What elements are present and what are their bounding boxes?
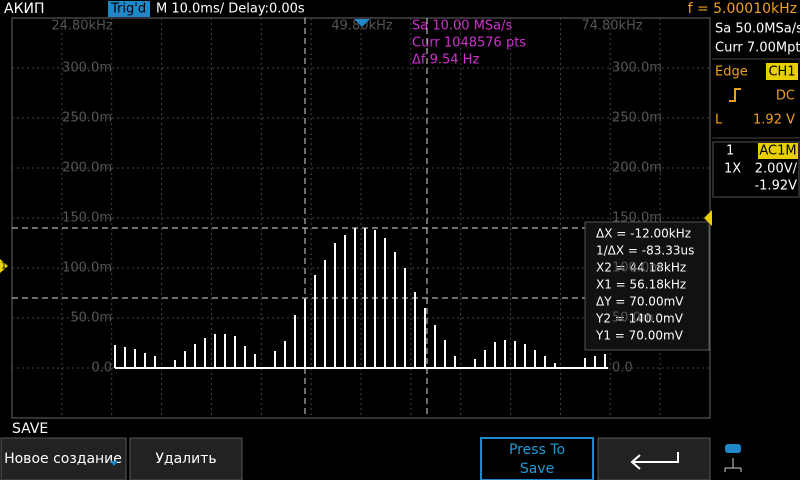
trig-status: Trig'd [110, 2, 146, 17]
y-label: 250.0m [62, 111, 112, 126]
menu-title: SAVE [12, 421, 48, 437]
fft-info: Curr 1048576 pts [412, 36, 526, 51]
freq-label: 74.80kHz [581, 19, 643, 34]
channel-number: 1 [726, 144, 734, 159]
y-label: 0.0 [91, 361, 112, 376]
menu-button[interactable] [129, 437, 243, 480]
trigger-level-marker [704, 210, 712, 226]
grid [12, 18, 710, 418]
trigger-mode: Edge [715, 65, 748, 80]
readout-line: ΔY = 70.00mV [596, 295, 684, 309]
offset: -1.92V [754, 179, 797, 194]
channel-box [712, 141, 800, 198]
button-label: Удалить [155, 451, 216, 467]
readout-line: 1/ΔX = -83.33us [596, 244, 694, 258]
sample-rate: Sa 50.0MSa/s [715, 22, 800, 37]
y-label: 300.0m [62, 61, 112, 76]
y-label: 50.0m [70, 311, 112, 326]
y-label: 200.0m [62, 161, 112, 176]
dropdown-icon [110, 461, 118, 466]
network-icon [724, 458, 742, 472]
channel-marker-label: 1 [1, 262, 7, 272]
cursor-readout-box [584, 221, 710, 351]
readout-line: Y2 = 140.0mV [595, 312, 684, 326]
trigger-level: 1.92 V [753, 113, 795, 128]
y-label: 100.0m [62, 261, 112, 276]
readout-line: X2 = 44.18kHz [596, 261, 686, 275]
y-label: 0.0 [612, 361, 633, 376]
menu-button[interactable] [0, 437, 127, 480]
readout-line: X1 = 56.18kHz [596, 278, 686, 292]
frequency: f = 5.00010kHz [688, 1, 797, 17]
usb-icon [725, 444, 741, 453]
save-label: Save [520, 461, 554, 477]
readout-line: Y1 = 70.00mV [595, 329, 684, 343]
y-label: 150.0m [62, 211, 112, 226]
scale: 2.00V/ [755, 162, 798, 177]
save-button[interactable] [480, 437, 594, 480]
channel-coupling: AC1M [759, 144, 796, 159]
spectrum [114, 228, 606, 368]
side-panel [712, 18, 800, 428]
brand: АКИП [4, 1, 45, 17]
trigger-position [354, 19, 370, 27]
edge-icon [729, 88, 741, 102]
coupling: DC [776, 89, 795, 104]
cursor-readout: ΔX = -12.00kHz 1/ΔX = -83.33us X2 = 44.18k… [595, 227, 694, 343]
back-button[interactable] [597, 437, 711, 480]
y-label: 100.0m [612, 261, 662, 276]
trigger-source: CH1 [768, 65, 795, 80]
fft-info: Sa 10.00 MSa/s [412, 19, 513, 34]
button-label: Новое создание [4, 451, 122, 467]
memory-depth: Curr 7.00Mpts [715, 41, 800, 56]
y-label: 200.0m [612, 161, 662, 176]
source-box [766, 63, 798, 80]
y-label: 150.0m [612, 211, 662, 226]
back-icon [630, 452, 679, 470]
probe: 1X [724, 162, 741, 177]
freq-label: 24.80kHz [51, 19, 113, 34]
fft-info: Δf 9.54 Hz [412, 53, 479, 68]
y-label: 50.0m [612, 311, 654, 326]
level-label: L [715, 113, 723, 128]
y-label: 250.0m [612, 111, 662, 126]
trig-box [108, 1, 150, 17]
save-label: Press To [509, 442, 565, 458]
y-label: 300.0m [612, 61, 662, 76]
timebase: M 10.0ms/ Delay:0.00s [156, 2, 305, 17]
channel-marker [0, 259, 8, 273]
channel-coupling-box [758, 143, 798, 159]
readout-line: ΔX = -12.00kHz [596, 227, 691, 241]
